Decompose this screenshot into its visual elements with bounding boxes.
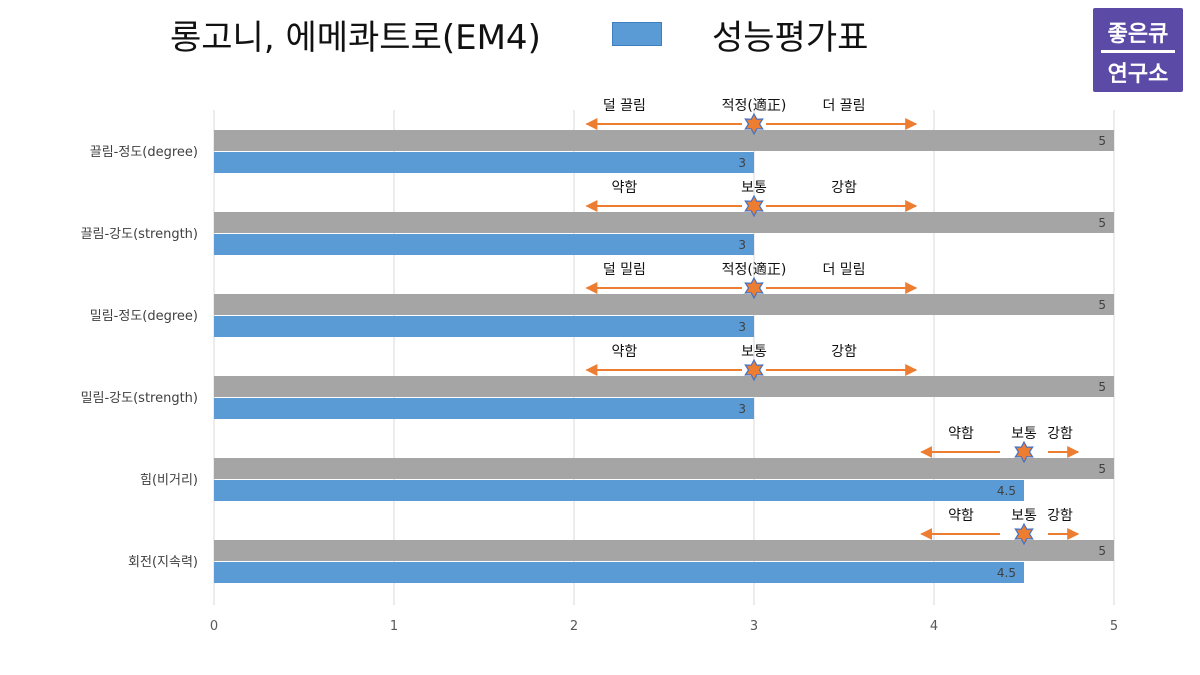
star-marker — [744, 112, 764, 136]
bar-max — [214, 376, 1114, 397]
annotation-mid-label: 적정(適正) — [722, 261, 787, 278]
bar-max — [214, 294, 1114, 315]
x-tick-label: 5 — [1110, 619, 1118, 634]
category-label: 회전(지속력) — [128, 555, 198, 570]
star-marker — [744, 194, 764, 218]
star-marker — [1014, 522, 1034, 546]
category-label: 끌림-강도(strength) — [81, 227, 198, 242]
bar-rating — [214, 316, 754, 337]
legend-swatch — [612, 22, 662, 46]
category-label: 끌림-정도(degree) — [90, 145, 198, 160]
annotation-left-label: 덜 끌림 — [603, 98, 646, 114]
annotation-right-label: 강함 — [831, 180, 857, 196]
bar-rating — [214, 398, 754, 419]
annotation-mid-label: 보통 — [741, 344, 767, 360]
annotation-mid-label: 보통 — [1011, 508, 1037, 524]
x-tick-label: 3 — [750, 619, 758, 634]
brand-badge: 좋은큐 연구소 — [1093, 8, 1183, 92]
badge-line1: 좋은큐 — [1107, 22, 1169, 47]
annotation-right-label: 더 밀림 — [822, 262, 865, 278]
bar-max — [214, 212, 1114, 233]
bar-max-label: 5 — [1098, 544, 1106, 558]
bar-max — [214, 540, 1114, 561]
category-label: 힘(비거리) — [140, 473, 198, 488]
star-marker — [744, 358, 764, 382]
category-label: 밀림-정도(degree) — [90, 309, 198, 324]
category-label: 밀림-강도(strength) — [81, 391, 198, 406]
annotation-mid-label: 적정(適正) — [722, 97, 787, 114]
bar-rating-label: 3 — [738, 320, 746, 334]
bar-max — [214, 458, 1114, 479]
star-marker — [1014, 440, 1034, 464]
bar-rating-label: 3 — [738, 402, 746, 416]
x-tick-label: 1 — [390, 619, 398, 634]
badge-divider — [1101, 50, 1175, 53]
bar-rating-label: 4.5 — [997, 484, 1016, 498]
annotation-right-label: 강함 — [831, 344, 857, 360]
x-tick-label: 4 — [930, 619, 938, 634]
bar-max-label: 5 — [1098, 380, 1106, 394]
annotation-left-label: 덜 밀림 — [603, 262, 646, 278]
bar-rating-label: 3 — [738, 156, 746, 170]
bar-max-label: 5 — [1098, 462, 1106, 476]
star-marker — [744, 276, 764, 300]
annotation-right-label: 강함 — [1047, 508, 1073, 524]
bar-rating — [214, 562, 1024, 583]
bar-rating — [214, 152, 754, 173]
badge-line2: 연구소 — [1107, 62, 1169, 87]
bar-max-label: 5 — [1098, 216, 1106, 230]
bar-max — [214, 130, 1114, 151]
x-tick-label: 2 — [570, 619, 578, 634]
bar-rating — [214, 234, 754, 255]
bar-rating — [214, 480, 1024, 501]
bar-rating-label: 4.5 — [997, 566, 1016, 580]
annotation-mid-label: 보통 — [1011, 426, 1037, 442]
annotation-mid-label: 보통 — [741, 180, 767, 196]
bar-rating-label: 3 — [738, 238, 746, 252]
annotation-left-label: 약함 — [948, 426, 974, 442]
legend-label: 성능평가표 — [712, 18, 869, 58]
chart-title: 롱고니, 에메콰트로(EM4) — [170, 18, 541, 58]
annotation-left-label: 약함 — [612, 344, 638, 360]
annotation-right-label: 더 끌림 — [822, 98, 865, 114]
bar-max-label: 5 — [1098, 298, 1106, 312]
annotation-left-label: 약함 — [948, 508, 974, 524]
annotation-right-label: 강함 — [1047, 426, 1073, 442]
annotation-left-label: 약함 — [612, 180, 638, 196]
bar-max-label: 5 — [1098, 134, 1106, 148]
x-tick-label: 0 — [210, 619, 218, 634]
